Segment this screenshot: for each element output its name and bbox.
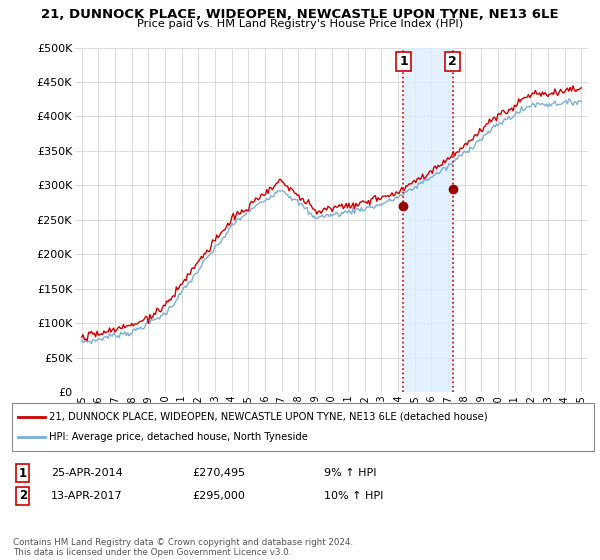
Text: 2: 2 [448,55,457,68]
Text: 1: 1 [399,55,408,68]
Text: 2: 2 [19,489,27,502]
Text: 9% ↑ HPI: 9% ↑ HPI [324,468,377,478]
Text: 1: 1 [19,466,27,480]
Text: £270,495: £270,495 [192,468,245,478]
Text: 10% ↑ HPI: 10% ↑ HPI [324,491,383,501]
Bar [403,48,453,392]
Text: 21, DUNNOCK PLACE, WIDEOPEN, NEWCASTLE UPON TYNE, NE13 6LE (detached house): 21, DUNNOCK PLACE, WIDEOPEN, NEWCASTLE U… [49,412,488,422]
Text: £295,000: £295,000 [192,491,245,501]
Text: 25-APR-2014: 25-APR-2014 [51,468,123,478]
Text: Price paid vs. HM Land Registry's House Price Index (HPI): Price paid vs. HM Land Registry's House … [137,19,463,29]
Text: HPI: Average price, detached house, North Tyneside: HPI: Average price, detached house, Nort… [49,432,308,442]
Text: 21, DUNNOCK PLACE, WIDEOPEN, NEWCASTLE UPON TYNE, NE13 6LE: 21, DUNNOCK PLACE, WIDEOPEN, NEWCASTLE U… [41,8,559,21]
Text: 13-APR-2017: 13-APR-2017 [51,491,122,501]
Text: Contains HM Land Registry data © Crown copyright and database right 2024.
This d: Contains HM Land Registry data © Crown c… [13,538,353,557]
